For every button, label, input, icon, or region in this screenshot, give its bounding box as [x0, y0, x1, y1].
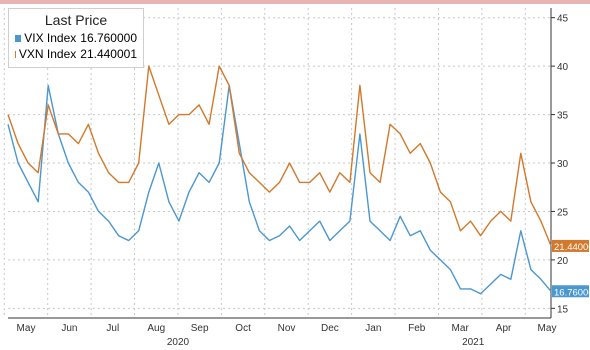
last-value-tags: 21.44000 16.76000 — [552, 239, 590, 298]
legend-series-name: VXN Index — [18, 47, 77, 61]
x-tick-label: Feb — [408, 323, 426, 334]
legend-series-value: 21.440001 — [80, 47, 137, 61]
y-axis: 15 20 25 30 35 40 45 — [550, 8, 569, 318]
y-tick-label: 30 — [557, 159, 569, 170]
x-tick-label: Nov — [278, 323, 296, 334]
x-tick-label: May — [17, 323, 36, 334]
x-tick-label: Oct — [235, 323, 251, 334]
x-tick-label: Mar — [452, 323, 470, 334]
vix-swatch — [15, 34, 22, 42]
legend-series-name: VIX Index — [24, 31, 77, 45]
y-tick-label: 40 — [557, 62, 569, 73]
x-tick-label: Dec — [321, 323, 339, 334]
y-tick-label: 15 — [557, 304, 569, 315]
legend-item-vxn: VXN Index 21.440001 — [15, 46, 137, 62]
last-value-label: 16.76000 — [554, 287, 590, 298]
vxn-swatch — [15, 50, 16, 58]
x-tick-label: Sep — [191, 323, 209, 334]
y-tick-label: 25 — [557, 207, 569, 218]
y-tick-label: 20 — [557, 256, 569, 267]
y-tick-label: 35 — [557, 111, 569, 122]
x-year-label: 2021 — [462, 337, 485, 348]
legend-title: Last Price — [44, 12, 108, 28]
series-lines — [7, 65, 552, 295]
last-value-tag — [552, 285, 589, 298]
x-tick-label: Jul — [106, 323, 119, 334]
legend-item-vix: VIX Index 16.760000 — [15, 30, 137, 46]
x-tick-label: Apr — [496, 323, 512, 334]
legend-series-value: 16.760000 — [80, 31, 137, 45]
x-tick-label: Aug — [147, 323, 165, 334]
last-value-tag — [552, 239, 589, 252]
x-tick-label: May — [538, 323, 557, 334]
x-tick-label: Jan — [365, 323, 381, 334]
y-tick-label: 45 — [557, 14, 569, 25]
x-axis: May Jun Jul Aug Sep Oct Nov Dec Jan Feb Mar Apr May 2… — [8, 317, 557, 348]
x-year-label: 2020 — [167, 337, 190, 348]
last-value-label: 21.44000 — [554, 242, 590, 253]
top-accent-bar — [0, 0, 590, 4]
x-tick-label: Jun — [61, 323, 77, 334]
series-line-vix — [7, 84, 552, 295]
legend: Last Price VIX Index 16.760000 VXN Index… — [8, 8, 144, 68]
series-line-vxn — [7, 65, 552, 247]
